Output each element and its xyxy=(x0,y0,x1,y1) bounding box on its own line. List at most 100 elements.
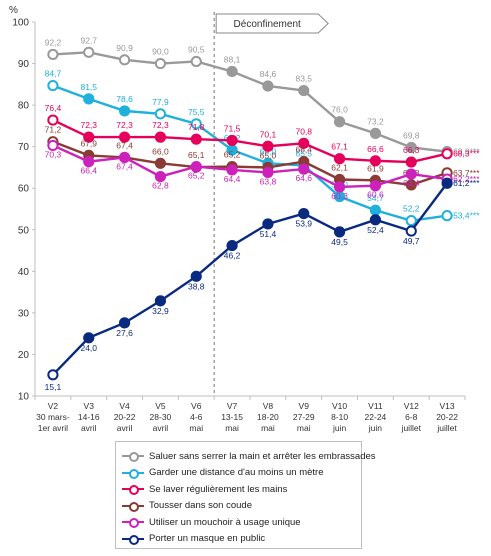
data-label: 72,3 xyxy=(152,120,169,130)
x-tick-dates: 30 mars- xyxy=(36,412,70,422)
legend: Saluer sans serrer la main et arrêter le… xyxy=(115,441,376,549)
data-point xyxy=(226,164,238,176)
series-1: 92,2 92,7 90,9 90,0 90,5 88,1 84,6 83,5 76,0 73,2… xyxy=(45,35,480,158)
x-tick-wave: V7 xyxy=(227,401,238,411)
y-tick-label: 60 xyxy=(18,184,30,195)
data-label: 49,5 xyxy=(331,237,348,247)
data-label: 75,5 xyxy=(188,107,205,117)
y-tick-label: 50 xyxy=(18,225,30,236)
x-tick-month: 1er avril xyxy=(38,423,68,433)
data-label: 68,8*** xyxy=(453,147,480,157)
legend-item: Saluer sans serrer la main et arrêter le… xyxy=(122,448,376,464)
data-point xyxy=(190,118,202,130)
y-tick-label: 70 xyxy=(18,142,30,153)
x-tick-dates: 8-10 xyxy=(331,412,348,422)
legend-label: Garder une distance d'au moins un mètre xyxy=(149,467,324,478)
data-label: 61,2*** xyxy=(453,178,480,188)
data-label: 66,4 xyxy=(295,145,312,155)
data-label: 73,2 xyxy=(367,116,384,126)
x-tick-month: juin xyxy=(368,423,383,433)
data-label: 78,6 xyxy=(116,94,133,104)
data-point xyxy=(405,156,417,168)
data-point xyxy=(369,180,382,192)
data-point xyxy=(405,215,417,227)
data-point xyxy=(333,116,346,128)
data-label: 49,7 xyxy=(403,236,420,246)
data-point xyxy=(190,55,202,68)
data-point xyxy=(118,317,131,329)
data-label: 54,7 xyxy=(367,193,384,203)
data-point xyxy=(298,207,310,220)
data-point xyxy=(154,131,167,143)
data-label: 90,5 xyxy=(188,44,205,54)
data-point xyxy=(47,139,59,152)
x-tick-month: juin xyxy=(332,423,347,433)
data-label: 72,3 xyxy=(116,120,133,130)
x-tick-dates: 20-22 xyxy=(436,412,458,422)
x-tick-wave: V13 xyxy=(440,401,455,411)
data-label: 67,9 xyxy=(80,138,97,148)
data-point xyxy=(405,179,417,191)
data-label: 71,8 xyxy=(188,122,205,132)
data-point xyxy=(262,218,274,230)
legend-swatch xyxy=(122,450,144,462)
legend-item: Garder une distance d'au moins un mètre xyxy=(122,465,324,481)
data-label: 51,4 xyxy=(260,229,277,239)
data-label: 60,6 xyxy=(367,190,384,200)
x-tick-wave: V9 xyxy=(299,401,310,411)
x-tick-month: avril xyxy=(153,423,169,433)
data-point xyxy=(47,48,59,61)
data-point xyxy=(298,163,310,175)
legend-item: Tousser dans son coude xyxy=(122,498,252,514)
data-point xyxy=(333,226,346,238)
data-label: 65,5 xyxy=(295,148,312,158)
data-point xyxy=(83,156,95,168)
data-point xyxy=(298,137,310,149)
legend-swatch-marker xyxy=(129,485,139,495)
x-tick-month: mai xyxy=(297,423,311,433)
deconfinement-arrow xyxy=(215,13,329,34)
data-point xyxy=(118,105,131,117)
y-tick-label: 90 xyxy=(18,59,30,70)
data-label: 83,5 xyxy=(295,74,312,84)
data-label: 15,1 xyxy=(45,382,62,392)
data-label: 66,0 xyxy=(152,146,169,156)
legend-swatch-marker xyxy=(129,501,139,512)
data-point xyxy=(154,170,167,183)
data-label: 71,5 xyxy=(224,123,241,133)
data-label: 68,3*** xyxy=(453,149,480,159)
data-point xyxy=(154,108,167,120)
x-tick-month: avril xyxy=(117,423,133,433)
x-tick-month: mai xyxy=(189,423,203,433)
data-point xyxy=(333,181,346,193)
data-point xyxy=(298,84,310,97)
x-tick-wave: V12 xyxy=(404,401,419,411)
series-line xyxy=(52,118,448,164)
legend-swatch-marker xyxy=(129,452,139,462)
data-label: 62,8 xyxy=(152,181,169,191)
series-line xyxy=(52,144,448,189)
data-label: 67,1 xyxy=(331,142,348,152)
series-3: 76,4 72,3 72,3 72,3 71,8 71,5 70,1 70,8 67,1 66,6… xyxy=(45,103,480,168)
data-point xyxy=(405,141,417,154)
y-tick-label: 10 xyxy=(18,392,30,403)
data-point xyxy=(154,57,167,70)
deconfinement-label: Déconfinement xyxy=(234,19,301,30)
legend-label: Utiliser un mouchoir à usage unique xyxy=(149,516,301,528)
data-point xyxy=(441,177,453,189)
x-tick-dates: 28-30 xyxy=(150,412,172,422)
data-point xyxy=(441,148,453,160)
data-point xyxy=(369,214,382,226)
legend-label: Porter un masque en public xyxy=(149,533,266,544)
data-point xyxy=(333,153,346,165)
data-label: 27,6 xyxy=(116,328,133,338)
data-label: 76,0 xyxy=(331,105,348,115)
data-point xyxy=(47,114,59,126)
series-line xyxy=(52,140,448,187)
data-point xyxy=(47,79,59,92)
data-label: 63,7*** xyxy=(453,168,480,178)
data-label: 38,8 xyxy=(188,281,205,291)
y-tick-label: 100 xyxy=(12,18,29,29)
data-label: 84,7 xyxy=(45,69,62,79)
data-point xyxy=(154,157,167,169)
